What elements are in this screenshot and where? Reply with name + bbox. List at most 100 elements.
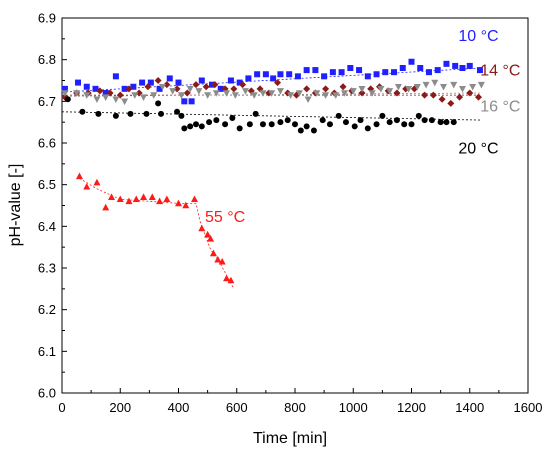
data-point (83, 83, 90, 90)
data-point (417, 65, 424, 71)
data-point (130, 83, 137, 90)
y-tick-label: 6.9 (38, 11, 56, 26)
data-point (245, 75, 252, 82)
data-point (121, 85, 128, 92)
data-point (198, 224, 206, 232)
data-point (169, 88, 177, 95)
y-tick-label: 6.6 (38, 136, 56, 151)
data-point (469, 83, 477, 91)
x-tick-label: 1400 (455, 400, 484, 415)
data-point (108, 193, 116, 200)
data-point (303, 123, 310, 130)
data-point (223, 90, 231, 97)
data-point (79, 108, 86, 115)
data-point (174, 108, 181, 115)
data-point (241, 88, 249, 95)
data-point (192, 121, 199, 128)
data-point (466, 62, 473, 69)
data-point (121, 98, 129, 106)
data-point (422, 81, 430, 89)
data-point (175, 199, 182, 207)
data-point (347, 65, 354, 71)
data-point (408, 58, 415, 65)
x-axis-title: Time [min] (253, 430, 327, 447)
data-point (303, 67, 310, 74)
data-point (175, 79, 182, 86)
data-point (218, 257, 226, 265)
data-point (75, 79, 82, 86)
data-point (382, 69, 389, 76)
data-point (202, 83, 210, 91)
data-point (209, 249, 217, 257)
data-point (191, 195, 199, 203)
data-point (125, 85, 133, 93)
data-point (73, 90, 81, 97)
y-tick-label: 6.0 (38, 386, 56, 401)
data-point (96, 87, 104, 95)
data-point (476, 67, 483, 74)
y-axis-title: pH-value [-] (7, 164, 24, 247)
data-point (456, 93, 464, 101)
data-point (252, 110, 259, 117)
data-point (144, 83, 152, 91)
data-point (158, 110, 165, 117)
data-point (386, 88, 394, 95)
data-point (450, 119, 457, 126)
trend-line (79, 178, 235, 289)
x-tick-label: 600 (226, 400, 248, 415)
data-point (173, 85, 181, 93)
data-point (254, 71, 261, 78)
series-label: 55 °C (205, 209, 245, 226)
data-point (102, 203, 110, 211)
data-point (204, 230, 212, 238)
series-label: 20 °C (458, 140, 498, 157)
data-point (163, 81, 171, 89)
data-point (61, 90, 69, 97)
data-point (156, 85, 163, 92)
data-point (413, 83, 421, 91)
y-tick-label: 6.5 (38, 177, 56, 192)
data-point (415, 112, 422, 119)
y-tick-label: 6.4 (38, 219, 56, 234)
data-point (356, 67, 363, 74)
data-point (401, 121, 408, 128)
data-point (154, 77, 162, 84)
data-point (222, 121, 229, 128)
data-point (321, 73, 328, 80)
data-point (319, 117, 326, 124)
data-point (364, 125, 371, 132)
data-point (310, 127, 317, 134)
data-point (335, 112, 342, 119)
data-point (177, 92, 185, 99)
data-point (250, 92, 258, 99)
data-point (236, 125, 243, 132)
data-point (277, 119, 284, 126)
data-point (206, 119, 213, 126)
data-point (131, 92, 139, 99)
data-point (163, 195, 171, 203)
data-point (341, 90, 349, 97)
data-point (276, 88, 284, 95)
data-point (477, 81, 485, 89)
data-point (358, 89, 366, 97)
data-point (474, 93, 482, 101)
data-point (178, 112, 185, 119)
data-point (112, 96, 120, 104)
data-point (431, 79, 439, 87)
data-point (181, 125, 188, 132)
x-tick-label: 800 (284, 400, 306, 415)
data-point (236, 79, 243, 86)
data-point (187, 123, 194, 130)
data-point (368, 90, 376, 97)
data-point (274, 79, 282, 87)
data-point (93, 178, 101, 186)
data-point (198, 77, 205, 84)
data-point (139, 79, 146, 86)
data-point (421, 91, 429, 99)
data-point (450, 81, 458, 89)
data-points (61, 58, 485, 284)
x-axis-ticks: 0 200 400 600 800 1000 1200 1400 1600 (58, 388, 542, 415)
data-point (155, 100, 162, 107)
data-point (112, 112, 119, 119)
